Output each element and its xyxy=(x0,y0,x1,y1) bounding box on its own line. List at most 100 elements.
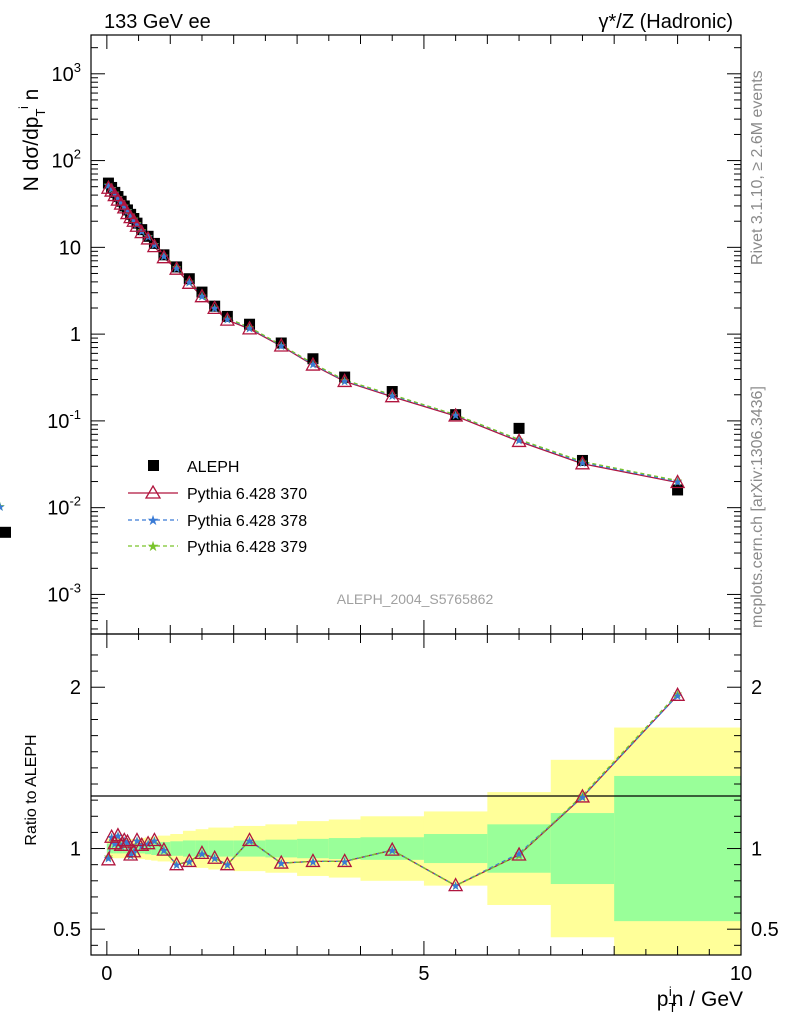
ratio-triangle-point xyxy=(110,827,126,842)
uncertainty-band-inner xyxy=(423,834,488,864)
legend: ALEPH Pythia 6.428 370 ★ Pythia 6.428 37… xyxy=(128,459,307,556)
legend-label-378: Pythia 6.428 378 xyxy=(187,513,307,530)
ratio-y-tick-label: 0.5 xyxy=(53,919,81,941)
mc-star-point: ★ xyxy=(197,289,208,303)
ratio-star-point: ★ xyxy=(514,847,525,861)
mc-star-point: ★ xyxy=(387,389,398,403)
mc-triangle-point xyxy=(156,249,172,264)
aleph-data-point xyxy=(339,371,351,383)
mc-triangle-point xyxy=(119,205,136,220)
ratio-triangle-point xyxy=(305,853,321,868)
ratio-star-point: ★ xyxy=(450,879,461,893)
ratio-star-point: ★ xyxy=(132,834,143,848)
mc-triangle-point xyxy=(134,224,150,239)
mc-triangle-point xyxy=(100,179,117,194)
ratio-star-point: ★ xyxy=(159,844,170,858)
ratio-star-point: ★ xyxy=(577,790,588,804)
ratio-star-point: ★ xyxy=(308,855,319,869)
legend-label-379: Pythia 6.428 379 xyxy=(187,539,307,556)
x-tick-label: 10 xyxy=(730,963,752,985)
mc-star-point: ★ xyxy=(113,191,124,205)
mc-star-point: ★ xyxy=(119,199,130,213)
ratio-star-point: ★ xyxy=(209,852,220,866)
mc-star-point: ★ xyxy=(132,217,143,231)
ratio-star-point: ★ xyxy=(103,852,114,866)
mc-star-point: ★ xyxy=(119,199,130,213)
ratio-star-point: ★ xyxy=(244,834,255,848)
mc-star-point: ★ xyxy=(128,213,139,227)
x-tick-label: 0 xyxy=(101,963,112,985)
ratio-star-point: ★ xyxy=(577,789,588,803)
aleph-data-point xyxy=(183,273,195,285)
mc-star-point: ★ xyxy=(244,321,255,335)
uncertainty-band-inner xyxy=(297,838,330,859)
mc-star-point: ★ xyxy=(122,203,133,217)
mc-triangle-point xyxy=(511,433,527,448)
aleph-data-point xyxy=(672,484,684,496)
legend-marker-379: ★ xyxy=(147,538,160,554)
mc-star-point: ★ xyxy=(184,275,195,289)
uncertainty-band-inner xyxy=(614,775,742,922)
aleph-data-point xyxy=(244,318,256,330)
ratio-star-point: ★ xyxy=(387,844,398,858)
ratio-star-point: ★ xyxy=(109,837,120,851)
mc-star-point: ★ xyxy=(113,191,124,205)
legend-item-379: ★ Pythia 6.428 379 xyxy=(128,538,307,556)
uncertainty-band-inner xyxy=(208,840,222,857)
mc-star-point: ★ xyxy=(116,195,127,209)
analysis-watermark: ALEPH_2004_S5765862 xyxy=(337,591,494,607)
y-axis-label-main: N dσ/dpTi n xyxy=(16,89,48,192)
ratio-triangle-point xyxy=(574,788,591,803)
legend-marker-378: ★ xyxy=(147,512,160,528)
ratio-triangle-point xyxy=(207,849,223,864)
ratio-triangle-point xyxy=(219,856,235,871)
y-tick-label-main: 103 xyxy=(52,60,81,86)
series-line-pythia-6.428-370 xyxy=(107,187,678,484)
uncertainty-band-inner xyxy=(132,843,136,854)
mc-star-point: ★ xyxy=(276,338,287,352)
x-axis-label: pTin / GeV xyxy=(657,984,743,1015)
ratio-triangle-point xyxy=(116,832,132,847)
uncertainty-band-inner xyxy=(170,841,184,856)
legend-label-370: Pythia 6.428 370 xyxy=(187,486,307,503)
mc-triangle-point xyxy=(123,209,139,224)
ratio-y-tick-label-right: 0.5 xyxy=(751,919,779,941)
aleph-data-point xyxy=(275,337,287,349)
ratio-star-point: ★ xyxy=(171,858,182,872)
mc-star-point: ★ xyxy=(209,301,220,315)
mc-star-point: ★ xyxy=(197,289,208,303)
ratio-star-point: ★ xyxy=(222,858,233,872)
mc-triangle-point xyxy=(384,388,400,403)
ratio-star-point: ★ xyxy=(128,845,139,859)
ratio-star-point: ★ xyxy=(103,850,114,864)
mc-star-point: ★ xyxy=(450,408,461,422)
mc-star-point: ★ xyxy=(132,218,143,232)
legend-marker-370 xyxy=(144,484,162,499)
mc-triangle-point xyxy=(146,238,163,253)
aleph-data-point xyxy=(576,454,588,466)
mc-star-point: ★ xyxy=(244,321,255,335)
uncertainty-band-inner xyxy=(182,840,196,857)
ratio-triangle-point xyxy=(669,686,686,701)
aleph-data-point xyxy=(209,300,221,312)
mc-star-point: ★ xyxy=(387,388,398,402)
ratio-star-point: ★ xyxy=(339,855,350,869)
aleph-data-point xyxy=(171,261,183,273)
mc-star-point: ★ xyxy=(0,499,5,513)
uncertainty-band-inner xyxy=(221,840,234,857)
mc-triangle-point xyxy=(273,337,289,352)
mc-star-point: ★ xyxy=(116,195,127,209)
mc-triangle-point xyxy=(574,455,591,470)
mc-star-point: ★ xyxy=(184,275,195,289)
ratio-triangle-point xyxy=(241,832,258,847)
ratio-star-point: ★ xyxy=(122,836,133,850)
ratio-triangle-point xyxy=(129,832,145,847)
ratio-triangle-point xyxy=(181,853,197,868)
mc-star-point: ★ xyxy=(514,434,525,448)
x-tick-label: 5 xyxy=(418,963,429,985)
y-tick-label-main: 102 xyxy=(52,147,81,173)
aleph-data-point xyxy=(513,422,525,434)
y-tick-label-main: 10-3 xyxy=(47,580,81,606)
mc-triangle-point xyxy=(113,195,129,210)
